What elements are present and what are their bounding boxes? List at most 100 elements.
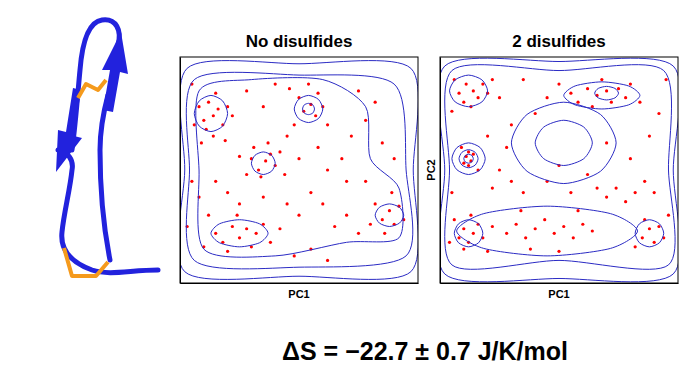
point bbox=[202, 119, 205, 122]
point bbox=[259, 175, 262, 178]
point bbox=[515, 223, 518, 226]
point bbox=[591, 229, 594, 232]
x-axis bbox=[441, 283, 679, 284]
point bbox=[605, 196, 608, 199]
contour bbox=[452, 143, 485, 175]
disulfide bbox=[64, 248, 108, 276]
point bbox=[629, 157, 632, 160]
point bbox=[634, 245, 637, 248]
point bbox=[212, 114, 215, 117]
point bbox=[467, 150, 470, 153]
point bbox=[200, 141, 203, 144]
point bbox=[467, 164, 470, 167]
axis-line bbox=[181, 283, 419, 284]
point bbox=[316, 146, 319, 149]
point bbox=[278, 227, 281, 230]
point bbox=[638, 101, 641, 104]
point bbox=[333, 225, 336, 228]
point bbox=[269, 241, 272, 244]
chart-title: 2 disulfides bbox=[512, 32, 606, 51]
points bbox=[448, 78, 670, 253]
point bbox=[510, 180, 513, 183]
point bbox=[326, 168, 329, 171]
point bbox=[297, 157, 300, 160]
point bbox=[193, 123, 196, 126]
point bbox=[326, 123, 329, 126]
point bbox=[238, 155, 241, 158]
point bbox=[450, 110, 453, 113]
axis-line bbox=[180, 58, 181, 284]
protein-cartoon bbox=[56, 20, 158, 276]
contour bbox=[194, 95, 227, 131]
plot-area bbox=[180, 61, 418, 280]
point bbox=[197, 105, 200, 108]
point bbox=[462, 227, 465, 230]
contour bbox=[251, 152, 275, 175]
point bbox=[634, 191, 637, 194]
point bbox=[340, 157, 343, 160]
point bbox=[546, 96, 549, 99]
points bbox=[186, 83, 406, 262]
point bbox=[286, 202, 289, 205]
figure: No disulfidesPC12 disulfidesPC1PC2ΔS = −… bbox=[0, 0, 700, 391]
point bbox=[369, 223, 372, 226]
point bbox=[226, 250, 229, 253]
chart-title: No disulfides bbox=[246, 32, 353, 51]
contour bbox=[595, 86, 619, 100]
point bbox=[653, 241, 656, 244]
point bbox=[321, 202, 324, 205]
point bbox=[657, 225, 660, 228]
contour bbox=[180, 61, 418, 280]
point bbox=[364, 119, 367, 122]
contour bbox=[375, 204, 404, 227]
point bbox=[309, 191, 312, 194]
point bbox=[648, 227, 651, 230]
point bbox=[286, 135, 289, 138]
point bbox=[266, 141, 269, 144]
contour bbox=[511, 102, 616, 183]
point bbox=[529, 248, 532, 251]
point bbox=[357, 232, 360, 235]
point bbox=[262, 196, 265, 199]
point bbox=[307, 83, 310, 86]
point bbox=[326, 259, 329, 262]
point bbox=[297, 214, 300, 217]
point bbox=[629, 83, 632, 86]
point bbox=[600, 78, 603, 81]
point bbox=[486, 250, 489, 253]
contour bbox=[440, 58, 678, 282]
point bbox=[557, 250, 560, 253]
plot-frame bbox=[180, 57, 418, 283]
point bbox=[245, 173, 248, 176]
plot-area bbox=[440, 58, 678, 282]
point bbox=[586, 87, 589, 90]
point bbox=[460, 146, 463, 149]
point bbox=[505, 232, 508, 235]
point bbox=[617, 87, 620, 90]
point bbox=[534, 227, 537, 230]
strand bbox=[102, 32, 128, 112]
point bbox=[586, 173, 589, 176]
point bbox=[214, 180, 217, 183]
point bbox=[581, 223, 584, 226]
point bbox=[605, 141, 608, 144]
point bbox=[576, 101, 579, 104]
contour bbox=[457, 206, 638, 256]
point bbox=[576, 209, 579, 212]
axis-line bbox=[440, 58, 441, 284]
point bbox=[553, 232, 556, 235]
point bbox=[381, 141, 384, 144]
caption: ΔS = −22.7 ± 0.7 J/K/mol bbox=[282, 337, 568, 365]
point bbox=[498, 168, 501, 171]
point bbox=[510, 123, 513, 126]
contour bbox=[459, 150, 478, 168]
point bbox=[257, 168, 260, 171]
point bbox=[569, 191, 572, 194]
point bbox=[226, 191, 229, 194]
point bbox=[231, 225, 234, 228]
point bbox=[245, 89, 248, 92]
point bbox=[231, 114, 234, 117]
contour bbox=[454, 220, 483, 247]
chart: No disulfidesPC1 bbox=[178, 32, 419, 300]
point bbox=[274, 83, 277, 86]
